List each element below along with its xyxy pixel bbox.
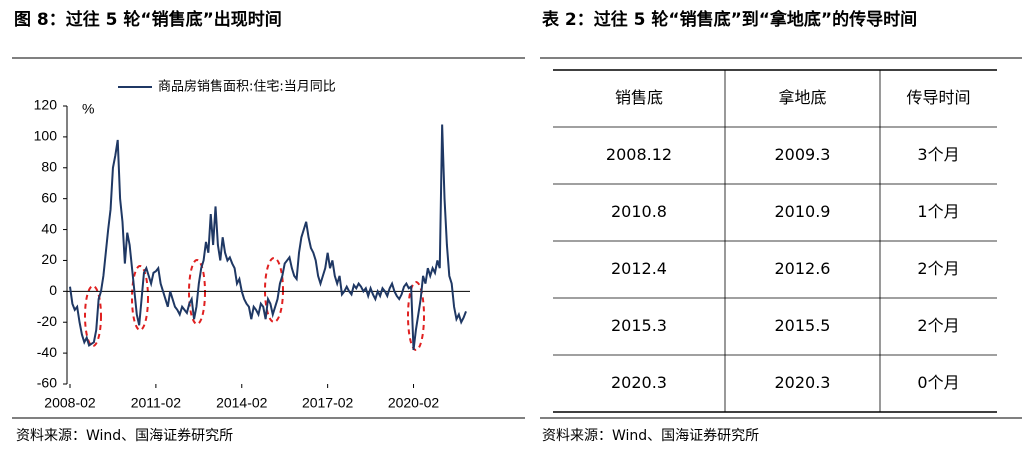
table-title: 表 2：过往 5 轮“销售底”到“拿地底”的传导时间 (542, 9, 917, 30)
ellipse (188, 259, 206, 325)
y-tick-label: 40 (41, 220, 57, 236)
table-cell: 2个月 (917, 259, 959, 278)
chart-title: 图 8：过往 5 轮“销售底”出现时间 (14, 9, 282, 30)
y-tick-label: 60 (41, 189, 57, 205)
table-cell: 2个月 (917, 316, 959, 335)
table-cell: 2020.3 (775, 373, 831, 392)
table-cell: 2012.6 (775, 259, 831, 278)
y-tick-label: 100 (34, 128, 58, 144)
table-cell: 2009.3 (775, 145, 831, 164)
table-cell: 2012.4 (611, 259, 667, 278)
x-tick-label: 2020-02 (388, 395, 440, 411)
series-line (69, 124, 467, 351)
table-header: 销售底 (615, 88, 663, 107)
y-tick-label: 120 (34, 97, 58, 113)
y-tick-label: -60 (37, 375, 57, 391)
y-tick-label: -40 (37, 344, 57, 360)
y-tick-label: 80 (41, 158, 57, 174)
y-tick-label: -20 (37, 313, 57, 329)
annotations (84, 257, 425, 351)
table-cell: 2020.3 (611, 373, 667, 392)
ellipse (407, 281, 425, 351)
source: 资料来源：Wind、国海证券研究所 (542, 428, 759, 444)
table-cell: 2015.3 (611, 316, 667, 335)
legend-label: 商品房销售面积:住宅:当月同比 (158, 79, 336, 95)
table: 销售底 拿地底 传导时间 2008.12 2009.3 3个月 2010.8 2010.9 1个… (553, 69, 997, 413)
table-header: 传导时间 (906, 88, 970, 107)
table-cell: 2010.8 (611, 202, 667, 221)
y-tick-label: 20 (41, 251, 57, 267)
table-cell: 3个月 (917, 145, 959, 164)
x-tick-label: 2011-02 (131, 395, 182, 411)
ellipse (264, 257, 284, 323)
table-header: 拿地底 (778, 88, 826, 107)
y-tick-label: 0 (49, 282, 57, 298)
table-cell: 2015.5 (775, 316, 831, 335)
y-unit: % (82, 101, 94, 117)
x-tick-label: 2017-02 (302, 395, 354, 411)
x-tick-label: 2008-02 (44, 395, 96, 411)
ellipse (131, 265, 149, 331)
ellipse (84, 285, 102, 347)
x-tick-label: 2014-02 (216, 395, 268, 411)
table-cell: 1个月 (917, 202, 959, 221)
table-cell: 2010.9 (775, 202, 831, 221)
table-cell: 0个月 (917, 373, 959, 392)
source: 资料来源：Wind、国海证券研究所 (16, 428, 233, 444)
table-cell: 2008.12 (606, 145, 672, 164)
